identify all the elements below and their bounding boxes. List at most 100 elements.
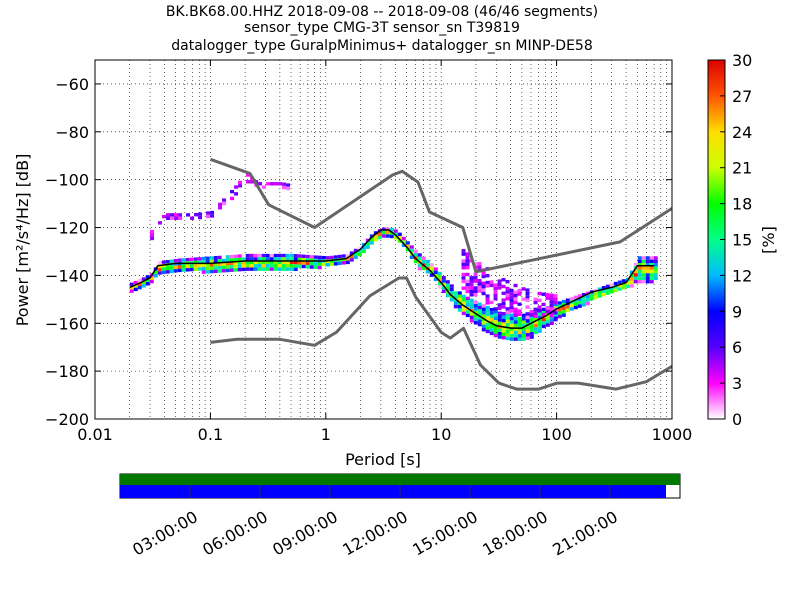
density-cell bbox=[549, 303, 554, 308]
density-cell bbox=[529, 328, 534, 333]
density-cell bbox=[485, 280, 490, 285]
density-cell bbox=[497, 282, 502, 287]
density-cell bbox=[513, 293, 518, 298]
density-cell bbox=[181, 265, 186, 269]
density-cell bbox=[209, 269, 214, 274]
density-cell bbox=[629, 284, 634, 288]
density-cell bbox=[469, 312, 474, 316]
density-cell bbox=[261, 253, 266, 258]
density-cell bbox=[445, 293, 450, 298]
density-cell bbox=[185, 268, 190, 272]
density-cell bbox=[285, 267, 290, 271]
density-cell bbox=[309, 265, 314, 269]
density-cell bbox=[641, 266, 646, 270]
density-cell bbox=[529, 332, 534, 336]
density-cell bbox=[637, 256, 642, 260]
density-cell bbox=[641, 280, 646, 284]
density-cell bbox=[193, 267, 198, 272]
density-cell bbox=[493, 313, 498, 317]
density-cell bbox=[265, 260, 270, 265]
density-cell bbox=[449, 298, 454, 302]
density-cell bbox=[529, 325, 534, 329]
density-cell bbox=[181, 268, 186, 272]
timeline-top-bar bbox=[120, 474, 680, 485]
density-cell bbox=[397, 239, 402, 243]
density-cell bbox=[157, 271, 162, 275]
x-tick-label: 10 bbox=[431, 425, 451, 444]
density-cell bbox=[489, 324, 494, 329]
density-cell bbox=[409, 245, 414, 249]
density-cell bbox=[513, 317, 518, 321]
density-cell bbox=[397, 236, 402, 240]
density-cell bbox=[465, 279, 470, 283]
density-cell bbox=[405, 241, 410, 245]
density-cell bbox=[273, 264, 278, 268]
density-cell bbox=[517, 288, 522, 293]
density-cell bbox=[133, 284, 138, 288]
density-cell bbox=[525, 305, 530, 309]
density-cell bbox=[238, 180, 243, 185]
density-cell bbox=[345, 253, 350, 258]
density-cell bbox=[485, 309, 490, 313]
density-cell bbox=[389, 234, 394, 239]
density-cell bbox=[621, 286, 626, 290]
density-cell bbox=[517, 292, 522, 296]
density-cell bbox=[393, 236, 398, 240]
density-cell bbox=[357, 246, 362, 250]
density-cell bbox=[449, 284, 454, 288]
x-tick-label: 1 bbox=[321, 425, 331, 444]
density-cell bbox=[258, 182, 263, 186]
density-cell bbox=[417, 263, 422, 267]
density-cell bbox=[529, 313, 534, 317]
density-cell bbox=[301, 254, 306, 258]
density-cell bbox=[297, 254, 302, 258]
density-cell bbox=[501, 332, 506, 337]
density-cell bbox=[421, 260, 426, 264]
density-cell bbox=[521, 327, 526, 331]
density-cell bbox=[269, 267, 274, 271]
density-cell bbox=[145, 275, 150, 279]
density-cell bbox=[617, 287, 622, 291]
density-cell bbox=[174, 216, 179, 220]
density-cell bbox=[197, 257, 202, 261]
density-cell bbox=[637, 263, 642, 267]
density-cell bbox=[249, 264, 254, 268]
density-cell bbox=[230, 189, 235, 194]
density-cell bbox=[505, 336, 510, 341]
y-tick-label: −60 bbox=[55, 75, 89, 94]
density-cell bbox=[517, 323, 522, 328]
density-cell bbox=[165, 266, 170, 271]
density-cell bbox=[269, 260, 274, 265]
density-cell bbox=[537, 315, 542, 320]
density-cell bbox=[234, 185, 239, 189]
density-cell bbox=[505, 312, 510, 317]
timeline-bottom-bar bbox=[120, 485, 666, 498]
density-cell bbox=[189, 267, 194, 272]
density-cell bbox=[217, 259, 222, 263]
density-cell bbox=[589, 293, 594, 298]
density-cell bbox=[545, 310, 550, 314]
colorbar-tick-label: 15 bbox=[732, 231, 752, 250]
density-cell bbox=[149, 279, 154, 284]
density-cell bbox=[461, 311, 466, 316]
density-cell bbox=[262, 185, 267, 189]
density-cell bbox=[577, 294, 582, 298]
density-cell bbox=[525, 319, 530, 323]
density-cell bbox=[461, 301, 466, 305]
density-cell bbox=[145, 282, 150, 286]
density-cell bbox=[217, 265, 222, 270]
density-cell bbox=[257, 257, 262, 261]
density-cell bbox=[229, 261, 234, 266]
density-cell bbox=[282, 185, 287, 190]
density-cell bbox=[481, 311, 486, 315]
density-cell bbox=[557, 304, 562, 309]
density-cell bbox=[437, 285, 442, 289]
density-cell bbox=[469, 298, 474, 303]
density-cell bbox=[493, 283, 498, 287]
density-cell bbox=[481, 271, 486, 275]
density-cell bbox=[385, 230, 390, 235]
density-cell bbox=[133, 287, 138, 292]
density-cell bbox=[305, 254, 310, 259]
density-cell bbox=[337, 254, 342, 259]
density-cell bbox=[485, 322, 490, 327]
